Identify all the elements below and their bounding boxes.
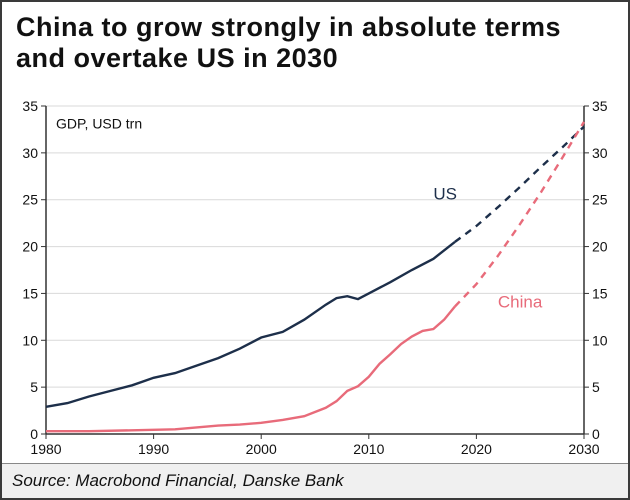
svg-text:25: 25 [592,192,608,208]
svg-text:5: 5 [30,379,38,395]
svg-text:15: 15 [22,285,38,301]
svg-text:30: 30 [22,145,38,161]
chart-source: Source: Macrobond Financial, Danske Bank [2,463,628,498]
svg-text:5: 5 [592,379,600,395]
chart-title: China to grow strongly in absolute terms… [16,12,614,74]
svg-text:30: 30 [592,145,608,161]
svg-text:10: 10 [22,332,38,348]
svg-text:2030: 2030 [568,441,599,457]
svg-text:20: 20 [22,239,38,255]
svg-text:10: 10 [592,332,608,348]
svg-text:China: China [498,292,543,311]
svg-text:US: US [433,185,457,204]
svg-text:0: 0 [592,426,600,442]
svg-text:15: 15 [592,285,608,301]
svg-text:1990: 1990 [138,441,169,457]
svg-text:35: 35 [592,98,608,114]
svg-text:0: 0 [30,426,38,442]
line-chart-svg: 0055101015152020252530303535198019902000… [2,90,628,464]
svg-text:GDP, USD trn: GDP, USD trn [56,116,142,132]
svg-text:2020: 2020 [461,441,492,457]
svg-text:20: 20 [592,239,608,255]
chart-area: 0055101015152020252530303535198019902000… [2,90,628,462]
svg-text:35: 35 [22,98,38,114]
svg-text:2010: 2010 [353,441,384,457]
svg-text:1980: 1980 [30,441,61,457]
chart-frame: China to grow strongly in absolute terms… [0,0,630,500]
svg-text:25: 25 [22,192,38,208]
svg-text:2000: 2000 [246,441,277,457]
